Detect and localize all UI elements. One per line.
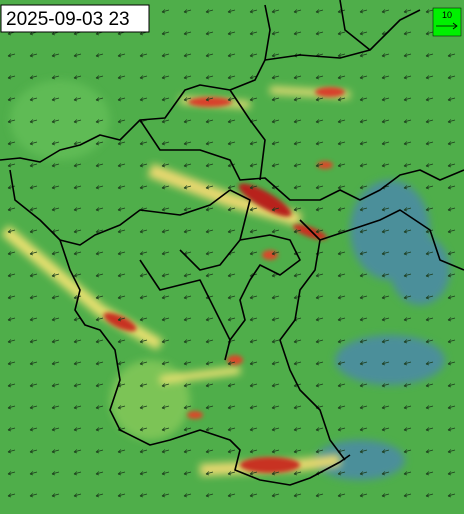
timestamp: 2025-09-03 23: [6, 9, 130, 30]
timestamp-box: 2025-09-03 23: [0, 4, 150, 33]
country-borders: [0, 0, 464, 486]
legend-background: [432, 7, 462, 37]
vector-legend: 10: [432, 7, 462, 37]
legend-label: 10: [442, 10, 452, 20]
timestamp-background: [0, 4, 150, 33]
legend-arrow: [436, 22, 458, 30]
